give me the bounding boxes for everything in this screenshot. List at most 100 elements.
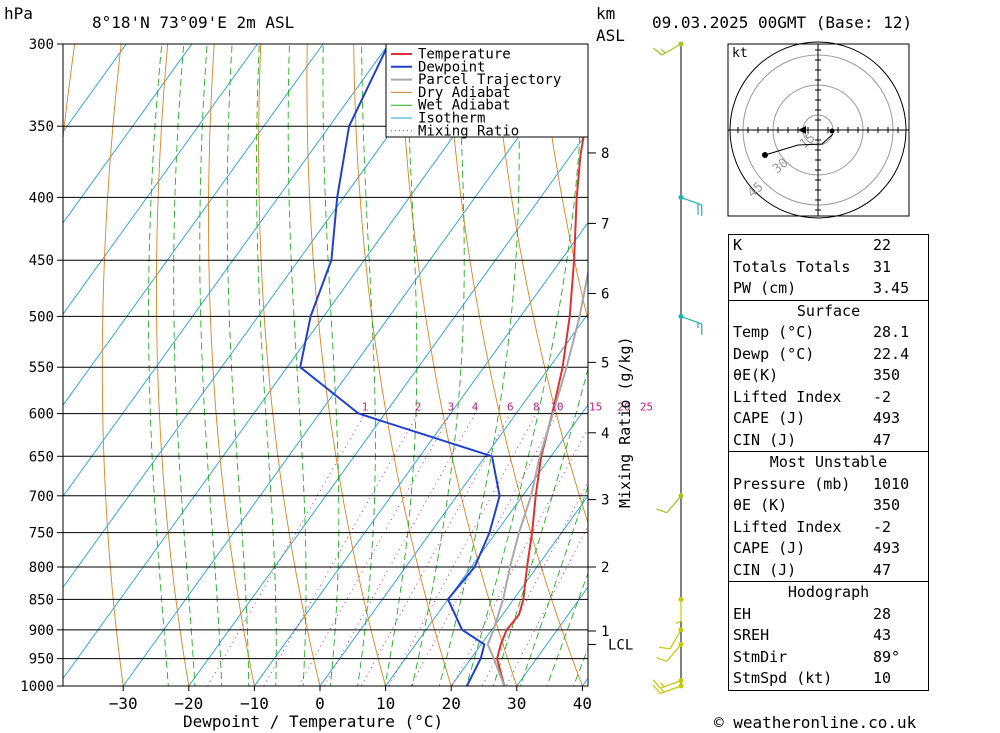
- pressure-tick-label: 500: [29, 309, 54, 325]
- most-unstable-label: Pressure (mb): [733, 474, 851, 493]
- km-tick-label: LCL: [608, 637, 633, 653]
- wind-barb-staff: [666, 495, 682, 514]
- isotherm-line: [63, 44, 324, 406]
- wet-adiabat-line: [546, 572, 588, 686]
- mixing-ratio-axis-title: Mixing Ratio (g/kg): [616, 336, 634, 508]
- mixing-ratio-label: 15: [589, 401, 602, 414]
- temperature-profile: [496, 126, 587, 686]
- mixing-ratio-label: 2: [415, 401, 422, 414]
- km-tick-label: 7: [601, 216, 609, 232]
- wind-barb-flag: [652, 679, 661, 689]
- location-title: 8°18'N 73°09'E 2m ASL: [92, 13, 294, 32]
- wind-barb-flag: [656, 508, 668, 514]
- pressure-tick-label: 450: [29, 253, 54, 269]
- km-tick-label: 5: [601, 355, 609, 371]
- mixing-ratio-label: 8: [533, 401, 540, 414]
- dry-adiabat-line: [539, 44, 588, 322]
- km-tick-label: 4: [601, 426, 609, 442]
- wind-barb: [653, 41, 684, 56]
- wind-barb: [678, 313, 703, 335]
- plot-frame: [62, 43, 589, 687]
- pressure-axis: 1000 950 900 850 800 750 700 650 600 550 500 450 400…: [20, 37, 63, 695]
- most-unstable-label: Lifted Index: [733, 517, 842, 536]
- asl-label: ASL: [596, 26, 625, 45]
- wind-barb-flag: [653, 47, 663, 56]
- surface-value: 22.4: [873, 344, 910, 363]
- dry-adiabat-line: [101, 44, 124, 686]
- surface-label: Dewp (°C): [733, 344, 815, 363]
- wet-adiabat-line: [411, 44, 465, 686]
- surface-row: Temp (°C) 28.1: [729, 322, 928, 344]
- surface-section: Surface Temp (°C) 28.1 Dewp (°C) 22.4 θE(K) 3…: [729, 299, 928, 452]
- km-tick-label: 1: [601, 624, 609, 640]
- dry-adiabat-line: [306, 44, 387, 686]
- dry-adiabat-line: [208, 44, 255, 686]
- pressure-tick-label: 600: [29, 407, 54, 423]
- hodograph-stat-value: 43: [873, 626, 892, 644]
- dry-adiabat-line: [258, 44, 321, 686]
- mixing-ratio-label: 4: [472, 401, 479, 414]
- pressure-tick-label: 800: [29, 560, 54, 576]
- isotherm-line: [188, 130, 588, 686]
- hodograph-stat-value: 28: [873, 604, 892, 623]
- surface-row: CIN (J) 47: [729, 430, 928, 452]
- wind-barb-flag: [652, 684, 661, 694]
- pressure-tick-label: 850: [29, 592, 54, 608]
- index-label: K: [733, 236, 743, 254]
- mixing-ratio-line: [297, 413, 452, 686]
- most-unstable-value: 350: [873, 496, 901, 514]
- mixing-ratio-label: 1: [362, 401, 369, 414]
- index-row: K 22: [729, 235, 928, 257]
- surface-label: θE(K): [733, 366, 779, 384]
- wind-barb-flag: [656, 657, 668, 662]
- km-tick-label: 6: [601, 287, 609, 303]
- wind-barb-column: [652, 41, 703, 695]
- legend-entry: Isotherm: [418, 111, 485, 127]
- mixing-ratio-label: 20: [617, 401, 630, 414]
- mixing-ratio-label: 6: [507, 401, 514, 414]
- most-unstable-value: 493: [873, 539, 901, 557]
- km-tick-label: 2: [601, 560, 609, 576]
- isotherm-line: [63, 44, 127, 133]
- legend-entry: Mixing Ratio: [418, 123, 519, 139]
- mixing-ratio-line: [410, 413, 558, 686]
- legend-entry: Temperature: [418, 47, 511, 63]
- index-row: Totals Totals 31: [729, 257, 928, 279]
- wind-barb-flag: [660, 682, 665, 688]
- hodograph-stat-label: StmDir: [733, 647, 788, 666]
- surface-value: 350: [873, 366, 901, 384]
- legend-entry: Wet Adiabat: [418, 98, 511, 114]
- mixing-ratio-line: [207, 413, 366, 686]
- pressure-tick-label: 350: [29, 119, 54, 135]
- most-unstable-row: θE (K) 350: [729, 495, 928, 517]
- legend-box: [385, 43, 589, 138]
- index-value: 22: [873, 236, 892, 254]
- dewpoint-profile: [299, 44, 501, 686]
- wind-barb-staff: [680, 196, 702, 206]
- surface-row: CAPE (J) 493: [729, 408, 928, 430]
- wind-barb: [656, 641, 684, 662]
- hodograph-stat-value: 10: [873, 669, 892, 687]
- pressure-tick-label: 1000: [20, 679, 54, 695]
- hodograph-stat-row: StmDir 89°: [729, 647, 928, 669]
- most-unstable-row: Lifted Index -2: [729, 517, 928, 539]
- isotherm-line: [385, 404, 588, 686]
- most-unstable-row: Pressure (mb) 1010: [729, 474, 928, 496]
- isotherm-line: [253, 221, 588, 686]
- hodograph-trace: [764, 133, 834, 156]
- wind-barb-staff: [661, 43, 682, 56]
- mixing-ratio-label: 10: [550, 401, 563, 414]
- wind-barb: [659, 627, 684, 650]
- surface-row: θE(K) 350: [729, 365, 928, 387]
- km-label: km: [596, 4, 615, 23]
- wind-barb-staff: [669, 629, 682, 650]
- most-unstable-label: CAPE (J): [733, 539, 806, 557]
- most-unstable-value: -2: [873, 517, 892, 536]
- wind-barb: [656, 493, 684, 514]
- wet-adiabat-line: [357, 44, 376, 686]
- temperature-axis: −30 −20 −10 0 10 20 30 40: [109, 686, 592, 713]
- copyright-label: © weatheronline.co.uk: [714, 713, 917, 732]
- isotherm-line: [63, 44, 258, 315]
